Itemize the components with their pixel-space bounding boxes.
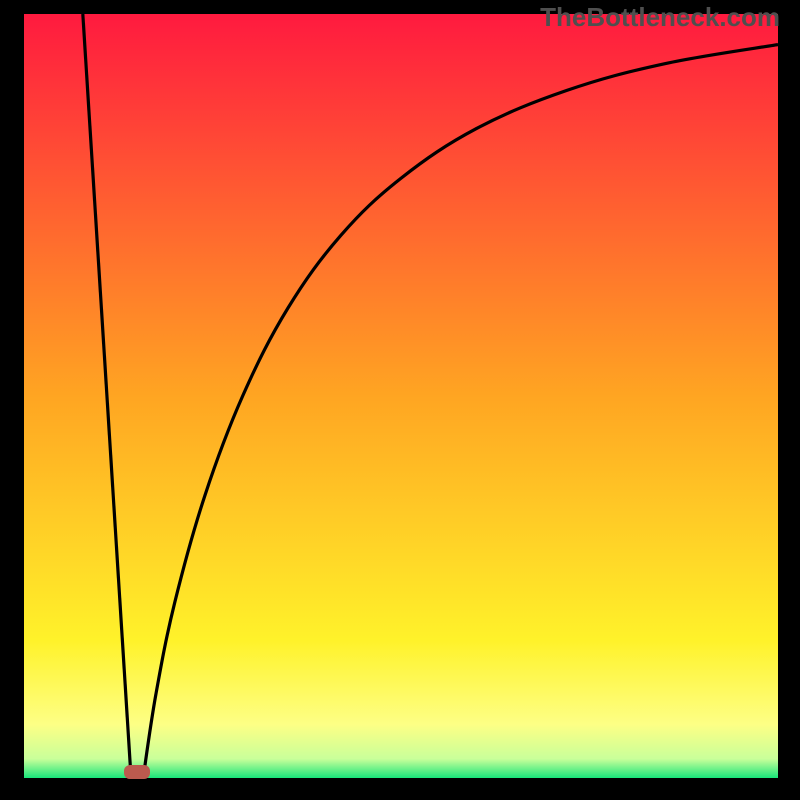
curve-layer <box>0 0 800 800</box>
minimum-marker <box>124 765 150 779</box>
chart-container: TheBottleneck.com <box>0 0 800 800</box>
left-curve <box>83 14 131 778</box>
right-curve <box>143 45 778 778</box>
